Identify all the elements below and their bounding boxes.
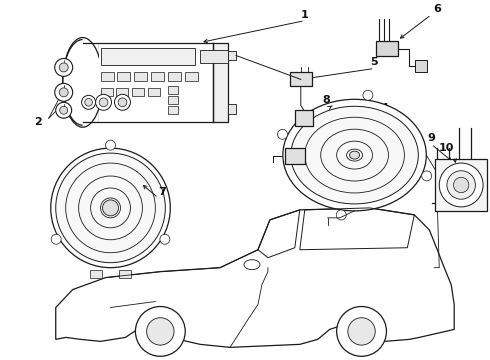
FancyBboxPatch shape — [285, 148, 305, 164]
Text: 3: 3 — [311, 167, 318, 177]
FancyBboxPatch shape — [435, 159, 487, 211]
Circle shape — [337, 306, 387, 356]
FancyBboxPatch shape — [168, 106, 178, 114]
Ellipse shape — [244, 260, 260, 270]
FancyBboxPatch shape — [295, 110, 313, 126]
Circle shape — [51, 234, 61, 244]
Polygon shape — [56, 208, 454, 347]
Circle shape — [60, 106, 68, 114]
Circle shape — [160, 234, 170, 244]
Text: 9: 9 — [427, 133, 435, 143]
FancyBboxPatch shape — [168, 72, 181, 81]
Circle shape — [82, 95, 96, 109]
FancyBboxPatch shape — [100, 72, 114, 81]
Circle shape — [85, 99, 93, 106]
Circle shape — [56, 153, 165, 263]
Circle shape — [105, 140, 116, 150]
Text: 5: 5 — [371, 58, 378, 67]
FancyBboxPatch shape — [98, 42, 213, 122]
FancyBboxPatch shape — [100, 48, 195, 66]
FancyBboxPatch shape — [213, 42, 228, 122]
Text: 6: 6 — [433, 4, 441, 14]
Circle shape — [336, 210, 346, 220]
Circle shape — [422, 171, 432, 181]
Circle shape — [99, 98, 108, 107]
Circle shape — [439, 163, 483, 207]
Circle shape — [277, 129, 288, 139]
Circle shape — [447, 171, 475, 199]
Circle shape — [135, 306, 185, 356]
Text: 2: 2 — [34, 117, 42, 127]
FancyBboxPatch shape — [98, 32, 298, 132]
Ellipse shape — [63, 37, 102, 127]
FancyBboxPatch shape — [168, 86, 178, 94]
FancyBboxPatch shape — [117, 88, 128, 96]
FancyBboxPatch shape — [200, 50, 228, 63]
Circle shape — [96, 94, 112, 110]
FancyBboxPatch shape — [151, 72, 164, 81]
FancyBboxPatch shape — [100, 88, 113, 96]
Circle shape — [59, 63, 68, 72]
Circle shape — [453, 177, 469, 193]
Circle shape — [102, 200, 119, 216]
Circle shape — [348, 318, 375, 345]
FancyBboxPatch shape — [290, 72, 312, 86]
Circle shape — [59, 88, 68, 97]
FancyBboxPatch shape — [120, 270, 131, 278]
Ellipse shape — [291, 106, 418, 204]
FancyBboxPatch shape — [416, 60, 427, 72]
FancyBboxPatch shape — [118, 72, 130, 81]
FancyBboxPatch shape — [90, 270, 101, 278]
Circle shape — [55, 84, 73, 101]
Text: 10: 10 — [439, 143, 454, 153]
Ellipse shape — [283, 99, 426, 211]
Circle shape — [51, 148, 171, 268]
FancyBboxPatch shape — [168, 96, 178, 104]
Circle shape — [147, 318, 174, 345]
FancyBboxPatch shape — [134, 72, 147, 81]
Text: 8: 8 — [323, 95, 331, 105]
FancyBboxPatch shape — [228, 50, 236, 60]
Circle shape — [115, 94, 130, 110]
Circle shape — [363, 90, 373, 100]
Ellipse shape — [349, 151, 360, 159]
Circle shape — [56, 102, 72, 118]
Text: 7: 7 — [158, 187, 166, 197]
FancyBboxPatch shape — [228, 104, 236, 114]
Text: 1: 1 — [301, 10, 309, 20]
Circle shape — [118, 98, 127, 107]
Circle shape — [55, 58, 73, 76]
FancyBboxPatch shape — [132, 88, 145, 96]
Text: 4: 4 — [381, 103, 389, 113]
FancyBboxPatch shape — [148, 88, 160, 96]
FancyBboxPatch shape — [376, 41, 398, 57]
FancyBboxPatch shape — [185, 72, 198, 81]
